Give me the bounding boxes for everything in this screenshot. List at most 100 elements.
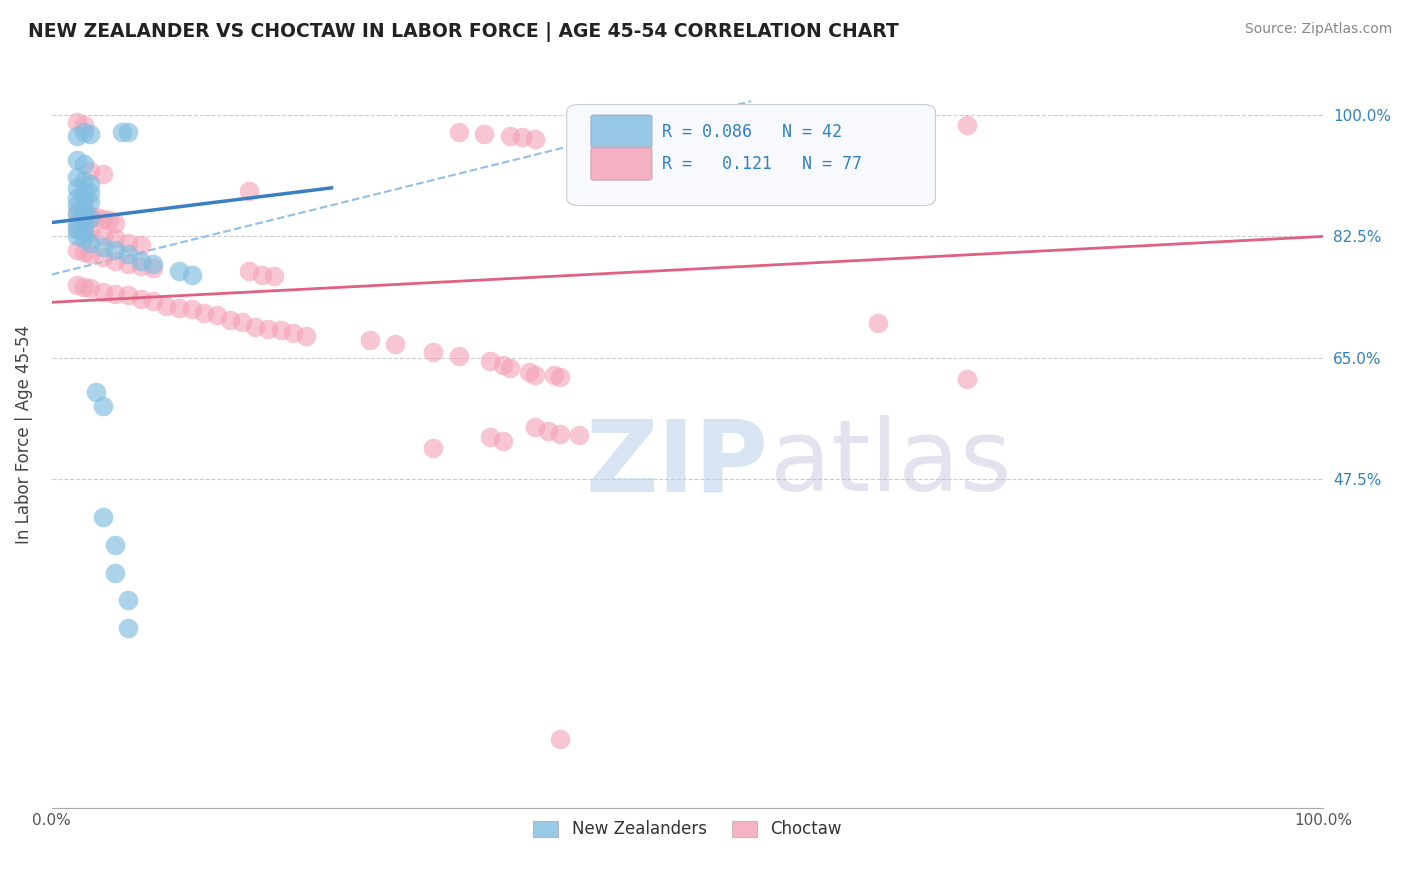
Point	[111, 125, 134, 139]
Point	[66, 115, 89, 129]
Point	[72, 225, 94, 239]
Point	[91, 240, 114, 254]
Point	[270, 323, 292, 337]
Point	[91, 399, 114, 413]
Point	[66, 222, 89, 236]
Point	[84, 385, 107, 400]
Point	[568, 428, 591, 442]
Point	[238, 264, 260, 278]
Point	[167, 301, 190, 315]
Point	[117, 621, 139, 635]
Point	[257, 321, 280, 335]
Point	[66, 206, 89, 220]
Point	[66, 153, 89, 168]
Point	[550, 427, 572, 442]
Point	[91, 285, 114, 299]
Point	[492, 358, 515, 372]
Point	[79, 186, 101, 200]
Point	[72, 206, 94, 220]
Point	[359, 334, 381, 348]
Point	[66, 277, 89, 292]
Point	[72, 245, 94, 260]
Point	[79, 194, 101, 209]
Point	[72, 174, 94, 188]
FancyBboxPatch shape	[591, 115, 652, 148]
Point	[66, 215, 89, 229]
Point	[98, 213, 121, 227]
Y-axis label: In Labor Force | Age 45-54: In Labor Force | Age 45-54	[15, 325, 32, 543]
Point	[295, 328, 318, 343]
Text: ZIP: ZIP	[586, 416, 769, 513]
Point	[167, 264, 190, 278]
Point	[72, 217, 94, 231]
Point	[66, 128, 89, 143]
Point	[66, 222, 89, 236]
Text: atlas: atlas	[770, 416, 1012, 513]
Point	[104, 231, 127, 245]
Text: R =   0.121   N = 77: R = 0.121 N = 77	[662, 155, 862, 173]
Point	[91, 167, 114, 181]
Point	[956, 371, 979, 385]
Point	[523, 132, 546, 146]
Point	[868, 316, 890, 330]
Point	[79, 236, 101, 251]
Point	[523, 420, 546, 434]
Point	[422, 345, 444, 359]
Point	[66, 170, 89, 185]
Point	[79, 226, 101, 240]
Point	[117, 288, 139, 302]
Point	[129, 253, 152, 268]
Point	[79, 211, 101, 225]
Point	[104, 244, 127, 258]
Point	[66, 191, 89, 205]
Point	[117, 125, 139, 139]
Point	[66, 181, 89, 195]
Point	[72, 156, 94, 170]
Point	[238, 185, 260, 199]
Point	[155, 299, 177, 313]
Text: R = 0.086   N = 42: R = 0.086 N = 42	[662, 123, 842, 141]
Point	[104, 538, 127, 552]
Point	[66, 205, 89, 219]
Point	[91, 250, 114, 264]
Point	[84, 210, 107, 224]
Point	[91, 229, 114, 244]
Point	[91, 510, 114, 524]
Point	[79, 281, 101, 295]
Point	[492, 434, 515, 448]
Point	[550, 732, 572, 747]
Point	[72, 225, 94, 239]
Point	[523, 368, 546, 382]
Point	[72, 231, 94, 245]
Point	[205, 308, 228, 322]
Point	[117, 593, 139, 607]
Point	[479, 354, 502, 368]
Point	[543, 368, 565, 382]
Point	[517, 365, 540, 379]
Point	[104, 215, 127, 229]
Point	[72, 209, 94, 223]
Point	[129, 238, 152, 252]
Point	[79, 209, 101, 223]
Point	[117, 236, 139, 251]
Point	[447, 350, 470, 364]
Point	[72, 193, 94, 207]
Point	[142, 260, 165, 275]
Point	[231, 315, 253, 329]
Point	[180, 268, 202, 282]
FancyBboxPatch shape	[591, 147, 652, 180]
Point	[66, 198, 89, 212]
Text: Source: ZipAtlas.com: Source: ZipAtlas.com	[1244, 22, 1392, 37]
Point	[142, 293, 165, 308]
Point	[104, 566, 127, 580]
Point	[384, 337, 406, 351]
Point	[72, 119, 94, 133]
Point	[510, 130, 533, 145]
Point	[479, 430, 502, 444]
FancyBboxPatch shape	[567, 104, 935, 206]
Text: NEW ZEALANDER VS CHOCTAW IN LABOR FORCE | AGE 45-54 CORRELATION CHART: NEW ZEALANDER VS CHOCTAW IN LABOR FORCE …	[28, 22, 898, 42]
Point	[79, 163, 101, 178]
Point	[72, 125, 94, 139]
Point	[104, 287, 127, 301]
Point	[72, 202, 94, 216]
